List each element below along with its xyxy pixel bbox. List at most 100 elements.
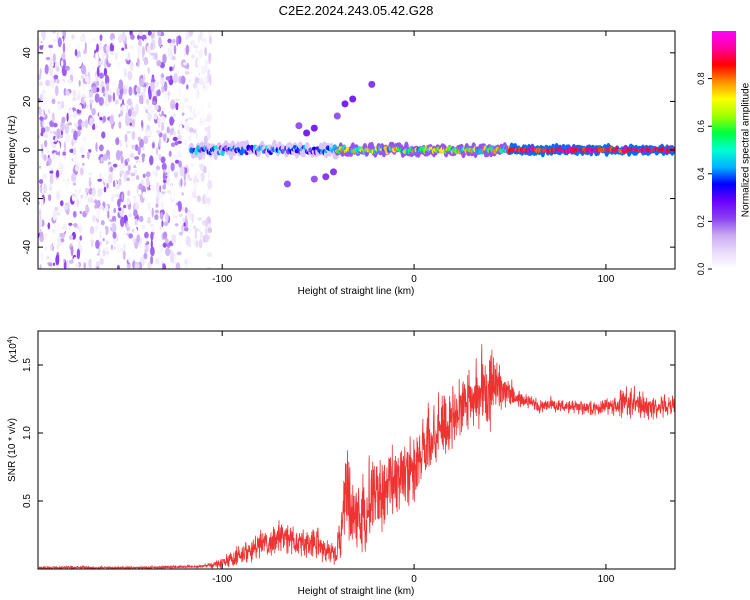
noise-cell bbox=[150, 246, 155, 257]
noise-cell bbox=[163, 221, 169, 227]
noise-cell bbox=[208, 52, 212, 62]
snr-plot-area bbox=[38, 344, 675, 569]
noise-cell bbox=[202, 242, 207, 247]
spectrogram-y-label: Frequency (Hz) bbox=[7, 116, 18, 185]
noise-cell bbox=[72, 97, 77, 101]
doppler-feature bbox=[310, 175, 318, 183]
noise-cell bbox=[118, 94, 123, 100]
noise-cell bbox=[73, 110, 77, 119]
noise-cell bbox=[143, 87, 147, 93]
noise-cell bbox=[120, 150, 123, 157]
noise-cell bbox=[143, 252, 148, 260]
noise-cell bbox=[44, 126, 50, 132]
noise-cell bbox=[92, 214, 96, 222]
noise-cell bbox=[115, 149, 121, 161]
noise-cell bbox=[144, 211, 150, 217]
noise-cell bbox=[189, 239, 192, 245]
noise-cell bbox=[60, 200, 64, 207]
noise-cell bbox=[43, 200, 48, 211]
noise-cell bbox=[147, 31, 153, 36]
noise-cell bbox=[43, 133, 49, 138]
noise-cell bbox=[60, 60, 64, 67]
x-tick-label: -100 bbox=[212, 574, 232, 585]
noise-cell bbox=[148, 120, 154, 127]
noise-cell bbox=[171, 99, 175, 105]
noise-cell bbox=[115, 137, 120, 146]
noise-cell bbox=[129, 197, 136, 203]
noise-cell bbox=[71, 34, 75, 40]
noise-cell bbox=[38, 217, 43, 229]
noise-cell bbox=[55, 212, 61, 216]
noise-cell bbox=[113, 207, 116, 214]
noise-cell bbox=[162, 231, 168, 239]
noise-cell bbox=[74, 164, 80, 172]
noise-cell bbox=[54, 137, 58, 142]
noise-cell bbox=[128, 213, 132, 218]
noise-cell bbox=[99, 116, 103, 121]
noise-cell bbox=[204, 264, 207, 269]
noise-cell bbox=[194, 49, 199, 54]
noise-cell bbox=[123, 229, 126, 240]
noise-cell bbox=[162, 133, 167, 142]
noise-cell bbox=[150, 42, 154, 51]
noise-cell bbox=[43, 183, 47, 194]
noise-cell bbox=[142, 240, 147, 244]
noise-cell bbox=[91, 108, 96, 116]
noise-cell bbox=[172, 131, 177, 136]
noise-cell bbox=[133, 169, 138, 175]
noise-cell bbox=[38, 208, 42, 218]
noise-cell bbox=[177, 255, 181, 265]
noise-cell bbox=[192, 208, 196, 216]
noise-cell bbox=[97, 246, 101, 254]
noise-cell bbox=[172, 38, 176, 44]
x-tick-label: -100 bbox=[212, 274, 232, 285]
noise-cell bbox=[125, 112, 129, 123]
noise-cell bbox=[38, 57, 43, 69]
noise-cell bbox=[195, 252, 200, 258]
noise-cell bbox=[178, 86, 181, 98]
noise-cell bbox=[137, 146, 141, 156]
noise-cell bbox=[176, 251, 182, 256]
noise-cell bbox=[49, 244, 53, 251]
noise-cell bbox=[84, 91, 87, 96]
noise-cell bbox=[154, 72, 158, 81]
noise-cell bbox=[90, 238, 94, 248]
noise-cell bbox=[61, 232, 65, 238]
noise-cell bbox=[153, 153, 158, 163]
snr-panel: -100 0 100 0.5 1.0 1.5 Height of straight li… bbox=[7, 330, 676, 597]
noise-cell bbox=[170, 162, 175, 172]
noise-cell bbox=[60, 238, 65, 243]
noise-cell bbox=[143, 73, 146, 83]
noise-cell bbox=[157, 117, 161, 124]
noise-cell bbox=[56, 190, 60, 201]
noise-cell bbox=[89, 99, 94, 104]
noise-cell bbox=[157, 31, 162, 37]
noise-cell bbox=[198, 49, 203, 58]
noise-cell bbox=[76, 198, 80, 208]
noise-cell bbox=[72, 196, 76, 201]
noise-cell bbox=[172, 136, 178, 142]
noise-cell bbox=[173, 92, 178, 98]
noise-cell bbox=[76, 42, 80, 52]
noise-cell bbox=[204, 193, 207, 203]
noise-cell bbox=[177, 200, 183, 212]
noise-cell bbox=[191, 39, 196, 46]
doppler-feature bbox=[333, 112, 341, 120]
noise-cell bbox=[79, 145, 85, 154]
noise-cell bbox=[166, 175, 170, 186]
noise-cell bbox=[78, 224, 83, 233]
noise-cell bbox=[185, 32, 189, 41]
noise-cell bbox=[108, 88, 113, 96]
noise-cell bbox=[170, 142, 176, 147]
noise-cell bbox=[77, 125, 82, 131]
noise-cell bbox=[69, 224, 75, 233]
noise-cell bbox=[77, 56, 82, 68]
noise-cell bbox=[74, 49, 78, 57]
noise-cell bbox=[161, 110, 164, 116]
noise-cell bbox=[67, 122, 73, 126]
noise-cell bbox=[57, 103, 62, 111]
noise-cell bbox=[129, 117, 132, 123]
noise-cell bbox=[141, 119, 144, 128]
noise-cell bbox=[144, 231, 149, 239]
noise-cell bbox=[131, 118, 135, 128]
